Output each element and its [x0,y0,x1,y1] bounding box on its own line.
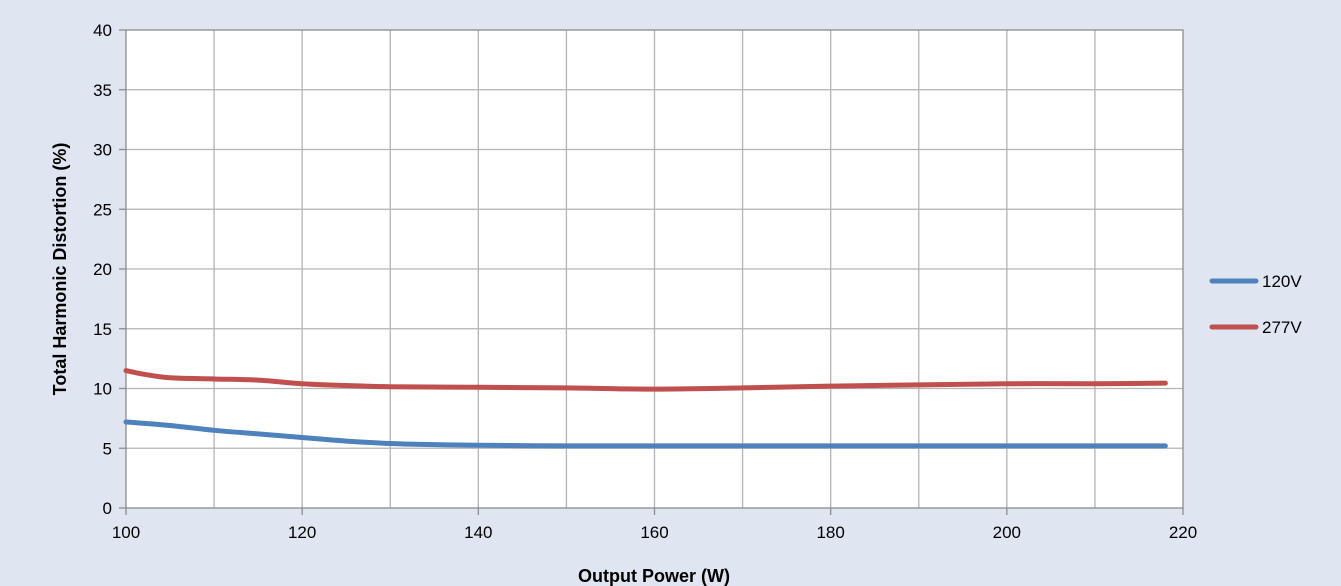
tick-labels: 0 5 10 15 20 25 30 35 40 100 120 140 160 180 200 220 [93,21,1197,542]
y-tick-label: 40 [93,21,112,40]
x-tick-label: 140 [464,523,492,542]
y-tick-label: 5 [103,439,112,458]
x-tick-label: 160 [640,523,668,542]
y-axis-title: Total Harmonic Distortion (%) [50,143,70,396]
x-tick-label: 100 [112,523,140,542]
axes [119,29,1184,515]
x-tick-label: 120 [288,523,316,542]
y-tick-label: 35 [93,81,112,100]
y-tick-label: 20 [93,260,112,279]
series-line-120v [123,419,1168,449]
legend-label-277v: 277V [1262,318,1302,337]
y-tick-label: 25 [93,200,112,219]
legend-label-120v: 120V [1262,272,1302,291]
y-tick-label: 10 [93,380,112,399]
y-tick-label: 0 [103,499,112,518]
x-axis-title: Output Power (W) [578,566,730,586]
x-tick-label: 220 [1169,523,1197,542]
series-line-277v [123,368,1168,392]
legend: 120V 277V [1209,272,1302,337]
x-tick-label: 200 [993,523,1021,542]
series-lines [123,368,1168,449]
y-tick-label: 15 [93,320,112,339]
x-tick-label: 180 [816,523,844,542]
y-tick-label: 30 [93,141,112,160]
grid-lines [126,30,1183,508]
